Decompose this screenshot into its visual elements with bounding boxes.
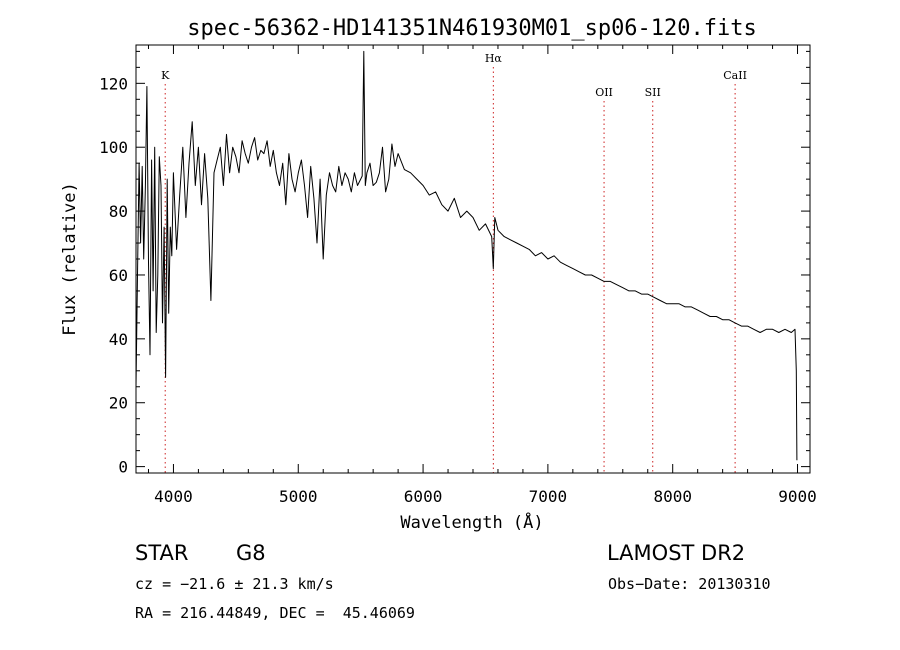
y-tick-label: 20 — [109, 394, 128, 413]
marker-label: OII — [595, 86, 613, 99]
x-tick-label: 8000 — [653, 487, 692, 506]
marker-label: CaII — [723, 69, 747, 82]
redshift-readout: cz = −21.6 ± 21.3 km/s — [135, 575, 334, 593]
survey-name: LAMOST DR2 — [607, 541, 746, 565]
x-tick-label: 5000 — [279, 487, 318, 506]
y-tick-label: 40 — [109, 330, 128, 349]
x-tick-label: 6000 — [404, 487, 443, 506]
x-tick-label: 9000 — [778, 487, 817, 506]
x-axis-label: Wavelength (Å) — [400, 511, 543, 533]
y-axis-label: Flux (relative) — [60, 182, 80, 336]
y-tick-label: 60 — [109, 266, 128, 285]
y-tick-label: 80 — [109, 202, 128, 221]
spectral-subclass: G8 — [236, 541, 266, 565]
x-tick-label: 7000 — [529, 487, 568, 506]
spectral-line-markers: K Hα OII SII CaII — [161, 52, 747, 473]
x-tick-labels: 4000 5000 6000 7000 8000 9000 — [154, 487, 817, 506]
spectrum-line — [135, 50, 798, 461]
marker-label: SII — [645, 86, 661, 99]
x-tick-label: 4000 — [154, 487, 193, 506]
axis-ticks — [136, 45, 810, 473]
coordinates-readout: RA = 216.44849, DEC = 45.46069 — [135, 604, 415, 622]
marker-label: Hα — [485, 52, 503, 65]
y-tick-labels: 0 20 40 60 80 100 120 — [99, 74, 128, 476]
chart-title: spec-56362-HD141351N461930M01_sp06-120.f… — [187, 16, 757, 41]
marker-label: K — [161, 69, 170, 82]
y-tick-label: 0 — [118, 458, 128, 477]
y-tick-label: 100 — [99, 138, 128, 157]
observation-date: Obs−Date: 20130310 — [608, 575, 771, 593]
y-tick-label: 120 — [99, 74, 128, 93]
object-class: STAR — [135, 541, 189, 565]
plot-frame — [135, 44, 811, 474]
